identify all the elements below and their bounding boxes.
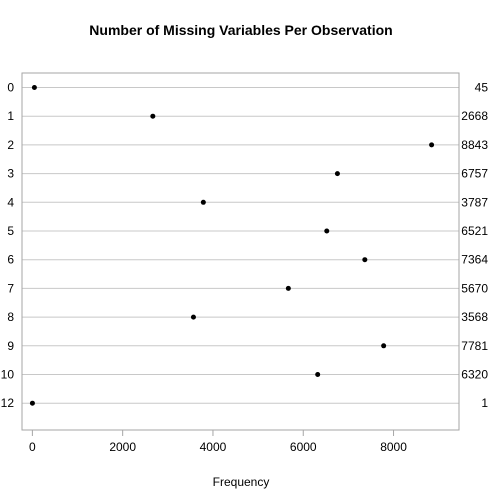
y-tick-label-0: 0 — [7, 81, 14, 95]
x-tick-label-8000: 8000 — [380, 440, 407, 454]
value-label-10: 6320 — [461, 368, 488, 382]
value-label-12: 1 — [481, 396, 488, 410]
x-tick-label-4000: 4000 — [200, 440, 227, 454]
y-tick-label-9: 9 — [7, 339, 14, 353]
value-label-9: 7781 — [461, 339, 488, 353]
data-point-4 — [200, 199, 206, 205]
value-label-8: 3568 — [461, 310, 488, 324]
data-point-10 — [315, 372, 321, 377]
value-label-5: 6521 — [461, 224, 488, 238]
value-label-7: 5670 — [461, 281, 488, 295]
data-points — [29, 85, 435, 406]
x-tick-label-0: 0 — [29, 440, 36, 454]
y-tick-label-2: 2 — [7, 138, 14, 152]
value-labels: 45 2668 8843 6757 3787 6521 7364 5670 3568 7781 63… — [461, 81, 488, 411]
data-point-0 — [31, 85, 37, 90]
y-tick-label-10: 10 — [1, 368, 15, 382]
value-label-6: 7364 — [461, 253, 488, 267]
data-point-1 — [150, 113, 156, 119]
value-label-1: 2668 — [461, 109, 488, 123]
x-tick-label-6000: 6000 — [290, 440, 317, 454]
plot-frame — [21, 72, 460, 431]
y-tick-label-7: 7 — [7, 281, 14, 295]
data-point-3 — [334, 171, 340, 177]
y-tick-label-8: 8 — [7, 310, 14, 324]
gridlines — [22, 87, 459, 404]
data-point-12 — [29, 400, 35, 406]
data-point-7 — [285, 285, 291, 291]
data-point-5 — [324, 228, 330, 234]
y-tick-label-3: 3 — [7, 167, 14, 181]
x-axis: 0 2000 4000 6000 8000 — [29, 430, 407, 454]
data-point-6 — [362, 257, 368, 263]
chart-title: Number of Missing Variables Per Observat… — [89, 22, 392, 38]
y-tick-label-1: 1 — [7, 109, 14, 123]
value-label-3: 6757 — [461, 167, 488, 181]
value-label-4: 3787 — [461, 195, 488, 209]
value-label-0: 45 — [475, 81, 489, 95]
y-tick-label-6: 6 — [7, 253, 14, 267]
y-tick-label-5: 5 — [7, 224, 14, 238]
x-tick-label-2000: 2000 — [109, 440, 136, 454]
data-point-2 — [429, 142, 435, 148]
x-axis-label: Frequency — [213, 475, 270, 489]
y-tick-label-4: 4 — [7, 195, 14, 209]
data-point-8 — [190, 314, 196, 320]
data-point-9 — [381, 343, 387, 349]
value-label-2: 8843 — [461, 138, 488, 152]
y-tick-label-12: 12 — [1, 396, 15, 410]
